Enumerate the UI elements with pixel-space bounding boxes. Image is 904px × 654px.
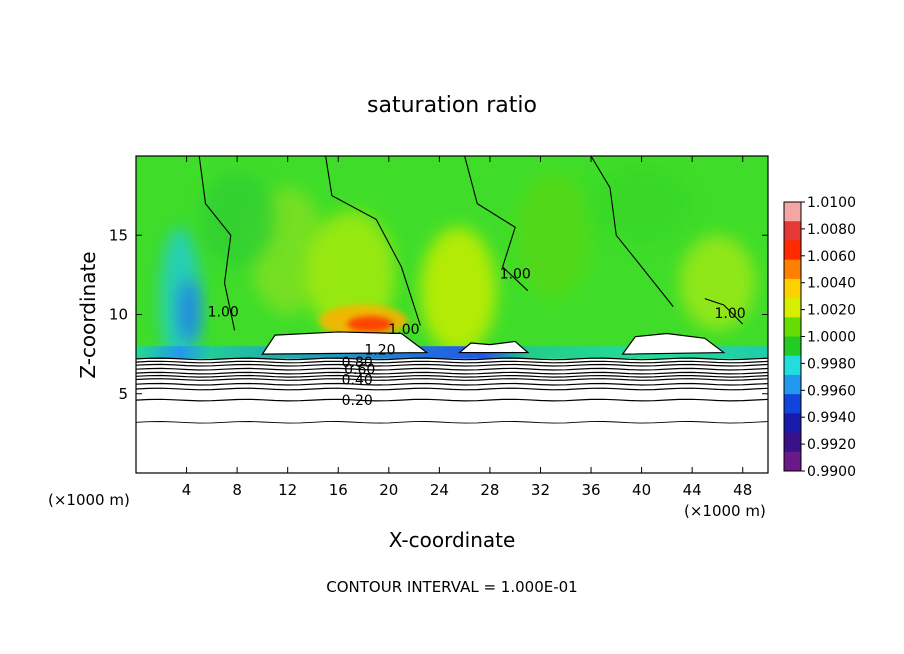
x-tick-label: 28 [480, 481, 499, 499]
colorbar: 1.0100 1.0080 1.0060 1.0040 1.0020 1.0000 0.99… [783, 195, 856, 480]
contour-label: 0.20 [342, 393, 373, 409]
x-tick-label: 8 [232, 481, 242, 499]
contour-label: 1.20 [364, 342, 395, 358]
colorbar-swatch [784, 202, 801, 222]
field-blob [199, 171, 276, 267]
colorbar-swatch [784, 298, 801, 318]
contour-label: 1.00 [208, 304, 239, 320]
colorbar-label: 1.0020 [807, 303, 856, 319]
x-tick-label: 4 [182, 481, 192, 499]
contour-line [136, 374, 768, 378]
contour-interval-note: CONTOUR INTERVAL = 1.000E-01 [326, 578, 577, 596]
x-tick-label: 40 [632, 481, 651, 499]
y-tick-label: 5 [118, 385, 128, 403]
contour-line [325, 156, 421, 326]
colorbar-label: 0.9960 [807, 383, 856, 399]
field-blob [347, 316, 393, 332]
contour-line [590, 156, 674, 307]
x-tick-label: 12 [278, 481, 297, 499]
x-tick-label: 48 [733, 481, 752, 499]
x-unit-label-left: (×1000 m) [48, 491, 130, 509]
colorbar-swatch [784, 374, 801, 395]
y-tick-label: 10 [109, 306, 128, 324]
colorbar-swatch [784, 317, 801, 337]
colorbar-swatch [784, 394, 801, 414]
x-tick-label: 32 [531, 481, 550, 499]
x-tick-label: 36 [581, 481, 600, 499]
colorbar-swatch [784, 259, 801, 280]
colorbar-swatch [784, 413, 801, 434]
colorbar-swatch [784, 336, 801, 357]
contour-line [136, 398, 768, 402]
x-tick-label: 20 [379, 481, 398, 499]
subsaturated-region [136, 358, 768, 473]
colorbar-swatch [784, 278, 801, 299]
contour-label: 0.80 [342, 355, 373, 371]
x-tick-label: 16 [329, 481, 348, 499]
colorbar-swatch [784, 221, 801, 241]
contour-line [704, 298, 744, 325]
field-blob [679, 235, 756, 331]
colorbar-label: 0.9920 [807, 437, 856, 453]
contour-line [136, 382, 768, 386]
contour-line [136, 387, 768, 391]
contour-line [198, 156, 236, 331]
contour-label: 0.40 [342, 372, 373, 388]
contour-label: 1.00 [388, 322, 419, 338]
contour-line [136, 421, 768, 424]
y-axis: 5 10 15 [109, 226, 768, 403]
colorbar-label: 1.0100 [807, 195, 856, 211]
field-blob [178, 279, 200, 344]
contour-line [464, 156, 529, 292]
field-blob [515, 171, 592, 299]
contour-line [136, 360, 768, 364]
colorbar-swatch [784, 432, 801, 453]
colorbar-swatch [784, 355, 801, 376]
contour-line [136, 378, 768, 381]
x-unit-label-right: (×1000 m) [684, 502, 766, 520]
cloud-patch [261, 331, 429, 355]
colorbar-label: 1.0000 [807, 330, 856, 346]
colorbar-label: 0.9900 [807, 464, 856, 480]
colorbar-label: 1.0080 [807, 222, 856, 238]
cloud-patch [621, 332, 726, 355]
x-tick-label: 44 [683, 481, 702, 499]
cloud-patch [457, 340, 530, 354]
x-tick-label: 24 [430, 481, 449, 499]
colorbar-label: 1.0040 [807, 276, 856, 292]
contour-line [136, 363, 768, 367]
contour-lines [136, 156, 768, 424]
contour-label: 0.60 [344, 362, 375, 378]
x-axis-label: X-coordinate [389, 528, 516, 552]
contour-line [136, 371, 768, 375]
field-blob [591, 163, 693, 244]
contour-line [136, 367, 768, 371]
contour-label: 1.00 [500, 266, 531, 282]
chart-title: saturation ratio [367, 93, 537, 118]
colorbar-label: 1.0060 [807, 249, 856, 265]
colorbar-label: 0.9940 [807, 410, 856, 426]
colorbar-swatch [784, 451, 801, 472]
contour-label: 1.00 [714, 306, 745, 322]
contour-line [136, 357, 768, 361]
colorbar-label: 0.9980 [807, 356, 856, 372]
x-axis: 4 8 12 16 20 24 28 32 36 40 44 48 [182, 156, 752, 499]
colorbar-swatch [784, 240, 801, 261]
field-blob [420, 227, 497, 355]
y-axis-label: Z-coordinate [76, 251, 100, 378]
plot-area [136, 156, 768, 473]
y-tick-label: 15 [109, 226, 128, 244]
contour-labels: 1.200.800.600.40 0.20 1.00 1.00 1.00 1.00 [208, 266, 746, 409]
